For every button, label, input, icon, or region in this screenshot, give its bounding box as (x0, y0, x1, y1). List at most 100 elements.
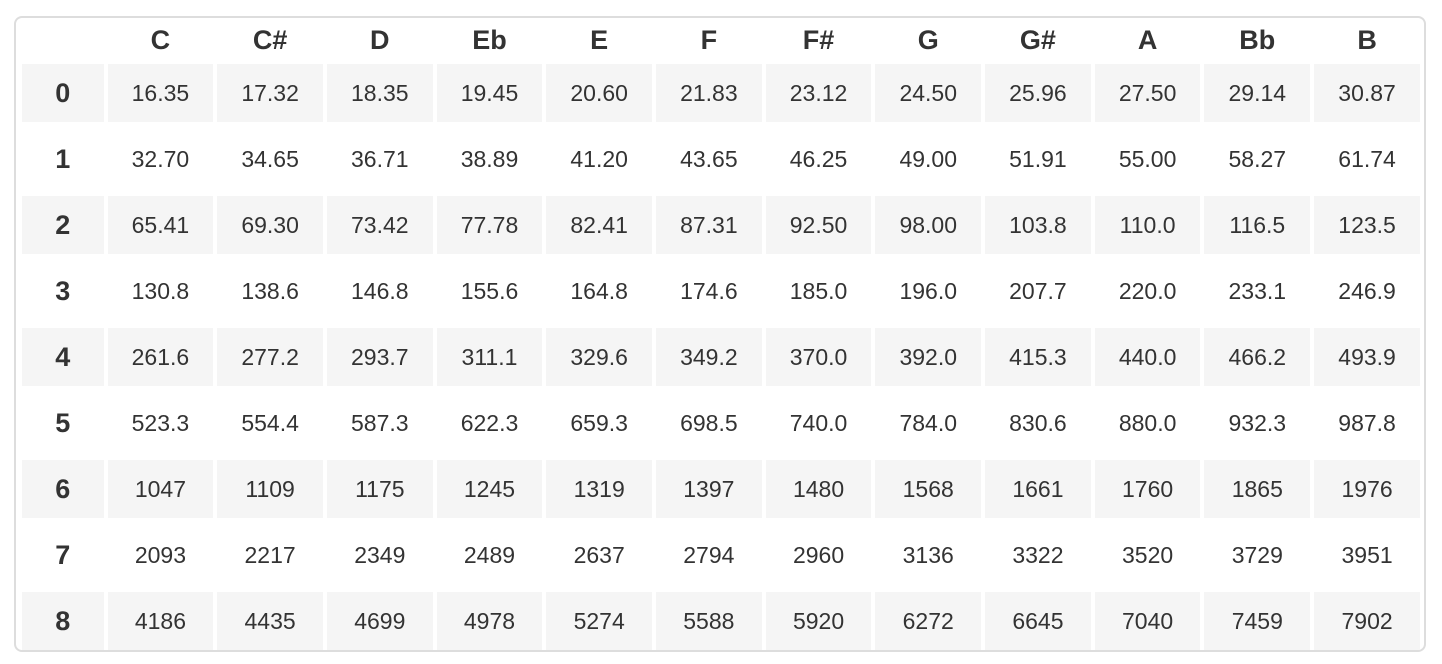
frequency-cell: 1661 (985, 456, 1091, 522)
column-header: Eb (472, 24, 507, 55)
table-row: 8 4186 4435 4699 4978 5274 5588 5920 6272 6645 704… (22, 588, 1420, 650)
frequency-cell: 440.0 (1094, 324, 1201, 390)
frequency-cell: 6645 (985, 588, 1091, 650)
frequency-cell: 146.8 (326, 258, 433, 324)
frequency-cell: 30.87 (1314, 60, 1420, 126)
frequency-cell: 25.96 (985, 60, 1091, 126)
frequency-cell: 932.3 (1204, 390, 1311, 456)
frequency-cell: 4699 (326, 588, 433, 650)
frequency-cell: 329.6 (546, 324, 653, 390)
frequency-cell: 24.50 (875, 60, 982, 126)
column-header: G# (1019, 24, 1056, 55)
frequency-cell: 19.45 (436, 60, 543, 126)
frequency-cell: 21.83 (656, 60, 762, 126)
frequency-cell: 185.0 (765, 258, 872, 324)
frequency-cell: 1319 (546, 456, 653, 522)
note-frequency-table: C C# D Eb E F F# G G# A Bb B 0 16.35 17.32… (18, 18, 1424, 650)
octave-label: 1 (22, 126, 104, 192)
column-header: D (370, 24, 390, 55)
frequency-cell: 29.14 (1204, 60, 1311, 126)
column-header: A (1137, 24, 1158, 55)
frequency-cell: 370.0 (765, 324, 872, 390)
table-body: 0 16.35 17.32 18.35 19.45 20.60 21.83 23.12 24.5… (22, 60, 1420, 650)
corner-header (22, 18, 104, 60)
frequency-cell: 43.65 (656, 126, 762, 192)
frequency-cell: 293.7 (326, 324, 433, 390)
frequency-cell: 17.32 (217, 60, 323, 126)
frequency-cell: 3951 (1314, 522, 1420, 588)
frequency-cell: 587.3 (326, 390, 433, 456)
column-header: E (590, 24, 609, 55)
frequency-cell: 4186 (107, 588, 214, 650)
frequency-cell: 103.8 (985, 192, 1091, 258)
frequency-cell: 130.8 (107, 258, 214, 324)
octave-label: 3 (22, 258, 104, 324)
frequency-cell: 2489 (436, 522, 543, 588)
frequency-cell: 1245 (436, 456, 543, 522)
frequency-cell: 2093 (107, 522, 214, 588)
frequency-cell: 1480 (765, 456, 872, 522)
frequency-cell: 5274 (546, 588, 653, 650)
table-row: 2 65.41 69.30 73.42 77.78 82.41 87.31 92.50 98.0… (22, 192, 1420, 258)
frequency-cell: 32.70 (107, 126, 214, 192)
frequency-cell: 1047 (107, 456, 214, 522)
frequency-cell: 110.0 (1094, 192, 1201, 258)
frequency-cell: 246.9 (1314, 258, 1420, 324)
frequency-cell: 23.12 (765, 60, 872, 126)
column-header: C# (252, 24, 288, 55)
octave-label: 8 (22, 588, 104, 650)
frequency-cell: 41.20 (546, 126, 653, 192)
frequency-cell: 3322 (985, 522, 1091, 588)
frequency-cell: 34.65 (217, 126, 323, 192)
frequency-cell: 138.6 (217, 258, 323, 324)
octave-label: 6 (22, 456, 104, 522)
frequency-cell: 784.0 (875, 390, 982, 456)
frequency-cell: 1109 (217, 456, 323, 522)
frequency-cell: 61.74 (1314, 126, 1420, 192)
frequency-cell: 261.6 (107, 324, 214, 390)
octave-label: 0 (22, 60, 104, 126)
frequency-cell: 2217 (217, 522, 323, 588)
frequency-cell: 20.60 (546, 60, 653, 126)
frequency-cell: 554.4 (217, 390, 323, 456)
frequency-cell: 7459 (1204, 588, 1311, 650)
frequency-cell: 65.41 (107, 192, 214, 258)
frequency-cell: 466.2 (1204, 324, 1311, 390)
frequency-cell: 207.7 (985, 258, 1091, 324)
frequency-cell: 77.78 (436, 192, 543, 258)
frequency-cell: 18.35 (326, 60, 433, 126)
frequency-cell: 116.5 (1204, 192, 1311, 258)
frequency-cell: 2960 (765, 522, 872, 588)
header-row: C C# D Eb E F F# G G# A Bb B (22, 18, 1420, 60)
frequency-cell: 3136 (875, 522, 982, 588)
frequency-cell: 830.6 (985, 390, 1091, 456)
frequency-cell: 1760 (1094, 456, 1201, 522)
table-row: 0 16.35 17.32 18.35 19.45 20.60 21.83 23.12 24.5… (22, 60, 1420, 126)
frequency-cell: 16.35 (107, 60, 214, 126)
frequency-cell: 3520 (1094, 522, 1201, 588)
frequency-cell: 46.25 (765, 126, 872, 192)
frequency-cell: 51.91 (985, 126, 1091, 192)
frequency-cell: 1865 (1204, 456, 1311, 522)
frequency-cell: 82.41 (546, 192, 653, 258)
table-row: 3 130.8 138.6 146.8 155.6 164.8 174.6 185.0 196.… (22, 258, 1420, 324)
frequency-table-frame: C C# D Eb E F F# G G# A Bb B 0 16.35 17.32… (14, 16, 1426, 652)
table-row: 4 261.6 277.2 293.7 311.1 329.6 349.2 370.0 392.… (22, 324, 1420, 390)
table-row: 5 523.3 554.4 587.3 622.3 659.3 698.5 740.0 784.… (22, 390, 1420, 456)
frequency-cell: 123.5 (1314, 192, 1420, 258)
frequency-cell: 4435 (217, 588, 323, 650)
table-row: 7 2093 2217 2349 2489 2637 2794 2960 3136 3322 352… (22, 522, 1420, 588)
frequency-cell: 493.9 (1314, 324, 1420, 390)
frequency-cell: 1568 (875, 456, 982, 522)
frequency-cell: 2349 (326, 522, 433, 588)
frequency-cell: 392.0 (875, 324, 982, 390)
frequency-cell: 220.0 (1094, 258, 1201, 324)
octave-label: 2 (22, 192, 104, 258)
frequency-cell: 2794 (656, 522, 762, 588)
frequency-cell: 36.71 (326, 126, 433, 192)
frequency-cell: 58.27 (1204, 126, 1311, 192)
frequency-cell: 415.3 (985, 324, 1091, 390)
frequency-cell: 38.89 (436, 126, 543, 192)
frequency-cell: 1976 (1314, 456, 1420, 522)
frequency-cell: 87.31 (656, 192, 762, 258)
